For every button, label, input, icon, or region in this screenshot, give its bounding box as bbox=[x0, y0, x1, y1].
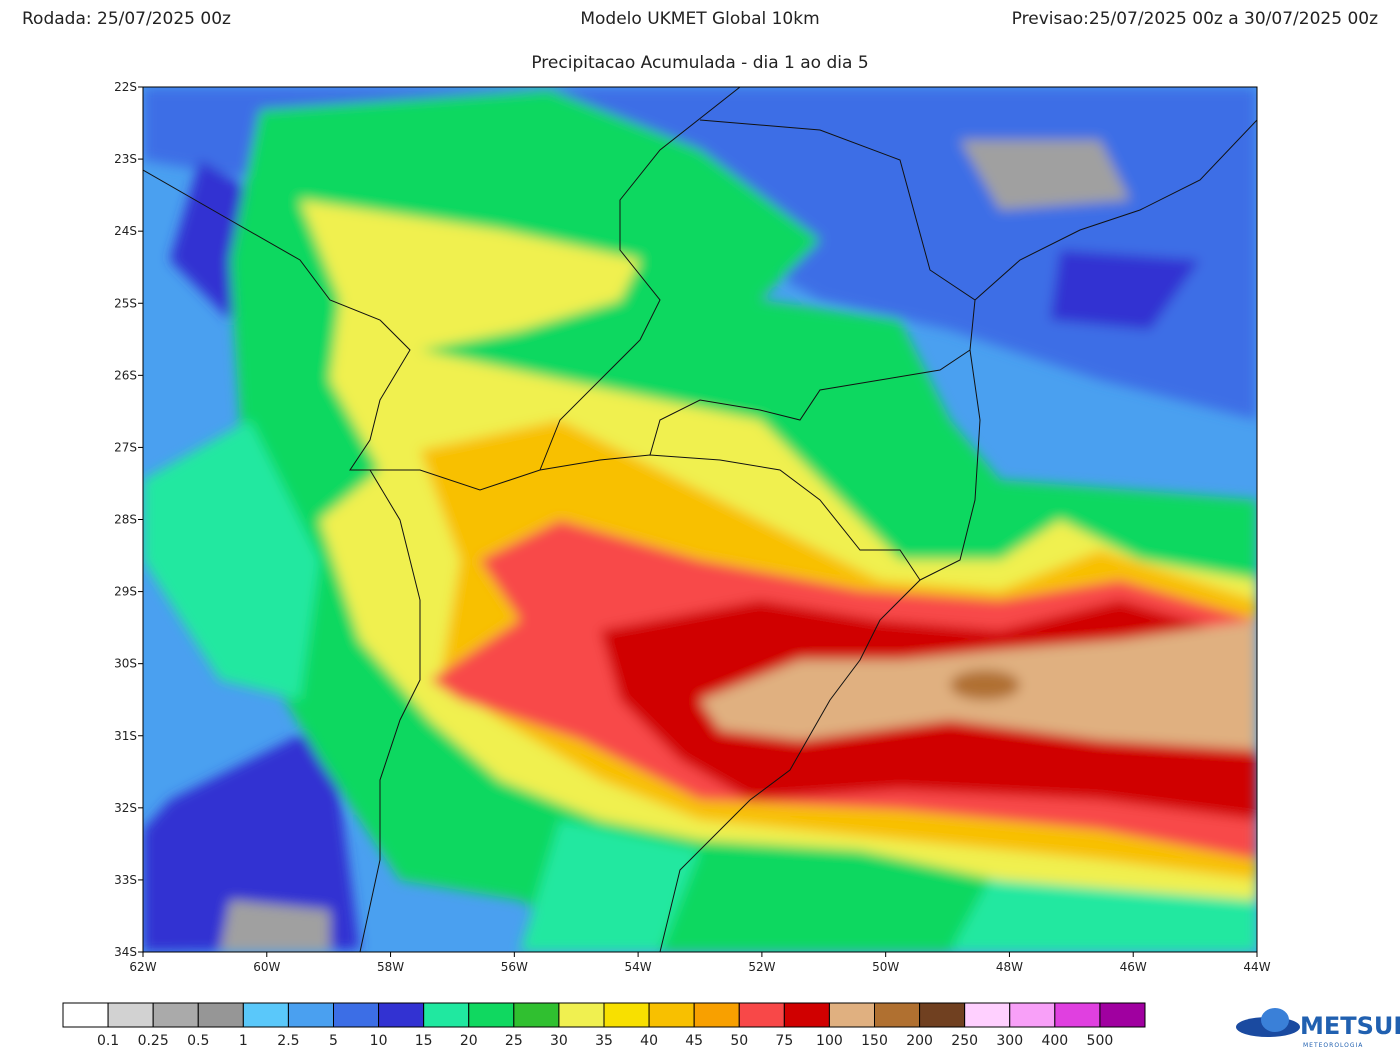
lat-label: 31S bbox=[114, 729, 137, 743]
colorbar-swatch bbox=[783, 1002, 830, 1028]
colorbar-swatch bbox=[197, 1002, 244, 1028]
colorbar-swatch bbox=[648, 1002, 695, 1028]
run-date: Rodada: 25/07/2025 00z bbox=[22, 9, 231, 29]
colorbar-swatch bbox=[152, 1002, 199, 1028]
colorbar-label: 100 bbox=[816, 1033, 843, 1049]
lon-label: 62W bbox=[129, 960, 156, 974]
colorbar-label: 0.25 bbox=[138, 1033, 169, 1049]
colorbar-swatch bbox=[62, 1002, 109, 1028]
colorbar-swatch bbox=[107, 1002, 154, 1028]
colorbar-label: 15 bbox=[415, 1033, 433, 1049]
lon-label: 58W bbox=[377, 960, 404, 974]
logo-tagline: METEOROLOGIA bbox=[1303, 1042, 1363, 1049]
colorbar-label: 5 bbox=[329, 1033, 338, 1049]
colorbar-swatch bbox=[468, 1002, 515, 1028]
colorbar-swatch bbox=[242, 1002, 289, 1028]
colorbar-label: 10 bbox=[370, 1033, 388, 1049]
lat-label: 26S bbox=[114, 368, 137, 382]
colorbar-swatch bbox=[1009, 1002, 1056, 1028]
colorbar-label: 300 bbox=[996, 1033, 1023, 1049]
lon-label: 50W bbox=[872, 960, 899, 974]
lat-label: 33S bbox=[114, 873, 137, 887]
lat-label: 28S bbox=[114, 513, 137, 527]
colorbar-label: 75 bbox=[775, 1033, 793, 1049]
lat-label: 24S bbox=[114, 224, 137, 238]
colorbar-label: 50 bbox=[730, 1033, 748, 1049]
colorbar-label: 30 bbox=[550, 1033, 568, 1049]
lat-label: 32S bbox=[114, 801, 137, 815]
lon-label: 44W bbox=[1243, 960, 1270, 974]
colorbar-label: 400 bbox=[1041, 1033, 1068, 1049]
logo: METSUL METEOROLOGIA bbox=[1236, 1008, 1400, 1049]
logo-name: METSUL bbox=[1300, 1012, 1400, 1040]
colorbar-swatch bbox=[874, 1002, 921, 1028]
colorbar-label: 1 bbox=[239, 1033, 248, 1049]
colorbar-swatch bbox=[333, 1002, 380, 1028]
colorbar-label: 250 bbox=[951, 1033, 978, 1049]
lat-label: 30S bbox=[114, 657, 137, 671]
colorbar-swatch bbox=[693, 1002, 740, 1028]
colorbar-swatch bbox=[378, 1002, 425, 1028]
colorbar-label: 40 bbox=[640, 1033, 658, 1049]
lon-label: 52W bbox=[748, 960, 775, 974]
colorbar-swatch bbox=[603, 1002, 650, 1028]
colorbar-label: 25 bbox=[505, 1033, 523, 1049]
colorbar-label: 200 bbox=[906, 1033, 933, 1049]
lon-label: 48W bbox=[996, 960, 1023, 974]
lat-label: 23S bbox=[114, 152, 137, 166]
lon-label: 54W bbox=[625, 960, 652, 974]
lon-label: 60W bbox=[253, 960, 280, 974]
lon-label: 56W bbox=[501, 960, 528, 974]
colorbar-swatch bbox=[919, 1002, 966, 1028]
colorbar-swatch bbox=[423, 1002, 470, 1028]
colorbar-swatch bbox=[964, 1002, 1011, 1028]
colorbar-swatch bbox=[1054, 1002, 1101, 1028]
lat-label: 25S bbox=[114, 296, 137, 310]
colorbar-swatch bbox=[558, 1002, 605, 1028]
lat-label: 29S bbox=[114, 585, 137, 599]
subtitle: Precipitacao Acumulada - dia 1 ao dia 5 bbox=[531, 53, 868, 73]
lat-label: 27S bbox=[114, 440, 137, 454]
lat-label: 34S bbox=[114, 945, 137, 959]
model-name: Modelo UKMET Global 10km bbox=[580, 9, 819, 29]
colorbar-label: 20 bbox=[460, 1033, 478, 1049]
colorbar-label: 500 bbox=[1087, 1033, 1114, 1049]
colorbar-swatch bbox=[738, 1002, 785, 1028]
colorbar-label: 0.5 bbox=[187, 1033, 209, 1049]
lat-label: 22S bbox=[114, 80, 137, 94]
colorbar-swatch bbox=[513, 1002, 560, 1028]
colorbar-label: 150 bbox=[861, 1033, 888, 1049]
colorbar-label: 0.1 bbox=[97, 1033, 119, 1049]
colorbar-swatch bbox=[828, 1002, 876, 1028]
colorbar-label: 45 bbox=[685, 1033, 703, 1049]
colorbar-label: 35 bbox=[595, 1033, 613, 1049]
colorbar-swatch bbox=[1099, 1002, 1146, 1028]
colorbar-label: 2.5 bbox=[277, 1033, 299, 1049]
precipitation-field bbox=[143, 87, 1257, 952]
lon-label: 46W bbox=[1120, 960, 1147, 974]
forecast-period: Previsao:25/07/2025 00z a 30/07/2025 00z bbox=[1012, 9, 1378, 29]
colorbar-swatch bbox=[287, 1002, 334, 1028]
